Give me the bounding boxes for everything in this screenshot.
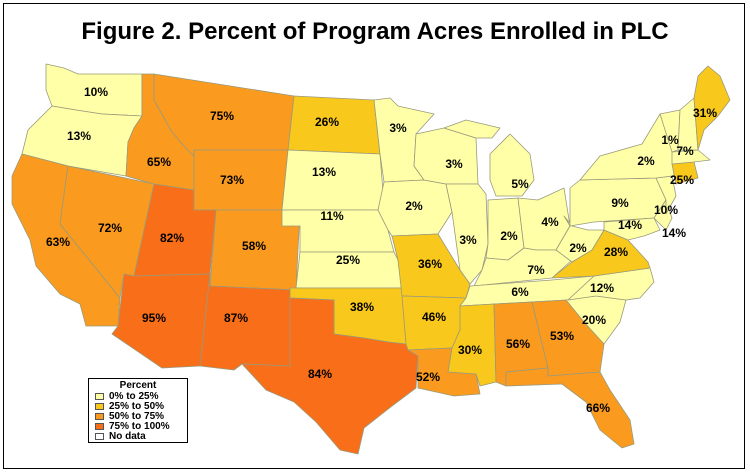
legend-item-label: 75% to 100% [109,420,170,432]
label-montana: 75% [210,109,234,123]
state-texas [241,297,419,455]
label-wisconsin: 3% [445,157,463,171]
label-delaware: 10% [654,203,678,217]
label-michigan: 5% [511,177,529,191]
legend-item: 75% to 100% [95,420,187,432]
label-arizona: 95% [142,311,166,325]
legend-item: No data [95,430,187,442]
label-wyoming: 73% [220,173,244,187]
state-south-dakota [281,149,385,211]
label-vermont: 1% [661,133,679,147]
legend-item: 0% to 25% [95,390,187,402]
legend-item: 50% to 75% [95,410,187,422]
state-michigan-up [443,119,501,139]
state-maine [693,65,731,151]
label-illinois: 3% [459,233,477,247]
label-arkansas: 46% [422,310,446,324]
label-louisiana: 52% [416,370,440,384]
label-new-hampshire: 7% [676,144,694,158]
label-nevada: 72% [98,221,122,235]
label-florida: 66% [586,401,610,415]
label-west-virginia: 14% [618,218,642,232]
label-maryland: 14% [662,226,686,240]
label-north-carolina: 12% [590,281,614,295]
state-michigan [489,133,535,197]
state-florida [505,367,635,449]
legend-item: 25% to 50% [95,400,187,412]
legend-item-label: 25% to 50% [109,400,165,412]
label-mississippi: 30% [458,343,482,357]
legend-swatch [95,402,104,410]
legend-swatch [95,392,104,400]
label-tennessee: 7% [527,263,545,277]
label-kansas: 25% [336,253,360,267]
label-kentucky: 2% [569,241,587,255]
label-new-york: 2% [637,154,655,168]
label-iowa: 2% [405,199,423,213]
legend-item-label: 0% to 25% [109,390,159,402]
legend-item-label: No data [109,430,146,442]
us-choropleth-map: 10% 13% 63% 72% 65% 75% 73% 82% 58% 95% … [11,63,731,455]
label-nebraska: 11% [320,209,344,223]
label-maine: 31% [693,106,717,120]
label-oregon: 13% [67,129,91,143]
state-west-virginia [555,215,605,263]
map-title: Figure 2. Percent of Program Acres Enrol… [81,18,669,45]
label-south-carolina: 20% [582,313,606,327]
label-virginia: 28% [604,245,628,259]
legend-swatch [95,412,104,420]
legend-swatch [95,422,104,430]
label-indiana: 2% [500,229,518,243]
label-north-dakota: 26% [315,115,339,129]
label-pennsylvania: 9% [611,196,629,210]
label-connecticut: 25% [670,173,694,187]
label-minnesota: 3% [389,121,407,135]
map-frame: Figure 2. Percent of Program Acres Enrol… [3,3,745,469]
label-new-mexico: 87% [224,311,248,325]
legend-item-label: 50% to 75% [109,410,165,422]
label-utah: 82% [160,231,184,245]
label-texas: 84% [308,367,332,381]
label-washington: 10% [84,85,108,99]
legend-swatch [95,432,104,440]
state-value-labels: 10% 13% 63% 72% 65% 75% 73% 82% 58% 95% … [46,85,717,415]
label-georgia: 53% [550,329,574,343]
label-california: 63% [46,235,70,249]
legend: Percent 0% to 25% 25% to 50% 50% to 75% … [88,378,188,443]
state-wisconsin [413,127,479,185]
label-missouri: 36% [418,257,442,271]
label-idaho: 65% [147,155,171,169]
label-alabama: 56% [506,337,530,351]
label-southeast: 6% [511,285,529,299]
label-colorado: 58% [242,239,266,253]
label-south-dakota: 13% [312,165,336,179]
legend-title: Percent [119,380,157,391]
label-ohio: 4% [541,215,559,229]
label-oklahoma: 38% [350,300,374,314]
